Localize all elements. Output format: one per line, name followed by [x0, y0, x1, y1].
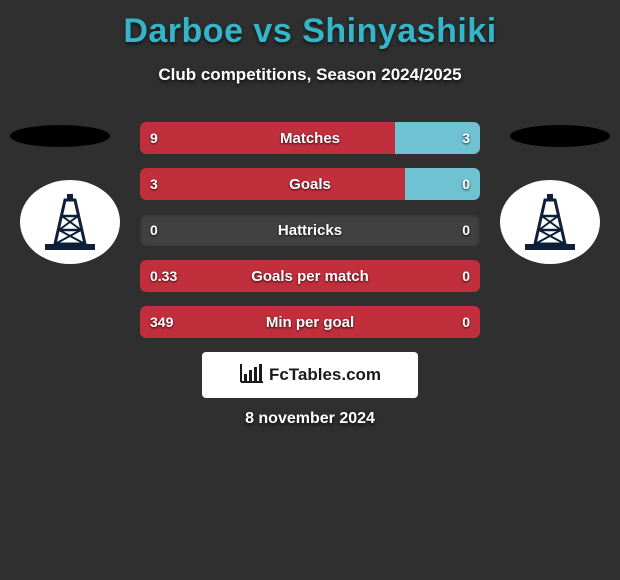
- stat-value-left: 9: [150, 122, 158, 154]
- stat-value-right: 0: [462, 168, 470, 200]
- stat-value-left: 0: [150, 214, 158, 246]
- stat-value-right: 3: [462, 122, 470, 154]
- page-title: Darboe vs Shinyashiki: [0, 0, 620, 51]
- oil-derrick-icon: [525, 192, 575, 252]
- club-badge-left: [20, 180, 120, 264]
- stat-row: 3490Min per goal: [140, 306, 480, 338]
- oil-derrick-icon: [45, 192, 95, 252]
- stat-value-left: 349: [150, 306, 173, 338]
- stat-value-right: 0: [462, 306, 470, 338]
- stat-segment-left: [140, 122, 395, 154]
- bar-chart-icon: [239, 362, 265, 389]
- stat-segment-left: [140, 168, 405, 200]
- branding-text: FcTables.com: [269, 365, 381, 385]
- stat-value-right: 0: [462, 214, 470, 246]
- player-shadow-left: [10, 125, 110, 147]
- stat-segment-left: [140, 260, 480, 292]
- stat-label: Hattricks: [140, 214, 480, 246]
- stat-segment-left: [140, 306, 480, 338]
- stat-row: 93Matches: [140, 122, 480, 154]
- stat-row: 0.330Goals per match: [140, 260, 480, 292]
- stat-value-left: 0.33: [150, 260, 177, 292]
- club-badge-right: [500, 180, 600, 264]
- stat-value-left: 3: [150, 168, 158, 200]
- branding-box: FcTables.com: [202, 352, 418, 398]
- stat-row: 0 0Hattricks: [140, 214, 480, 246]
- player-shadow-right: [510, 125, 610, 147]
- comparison-bars: 93Matches30Goals00Hattricks0.330Goals pe…: [140, 122, 480, 352]
- stat-value-right: 0: [462, 260, 470, 292]
- stat-row: 30Goals: [140, 168, 480, 200]
- page-subtitle: Club competitions, Season 2024/2025: [0, 65, 620, 85]
- footer-date: 8 november 2024: [0, 410, 620, 428]
